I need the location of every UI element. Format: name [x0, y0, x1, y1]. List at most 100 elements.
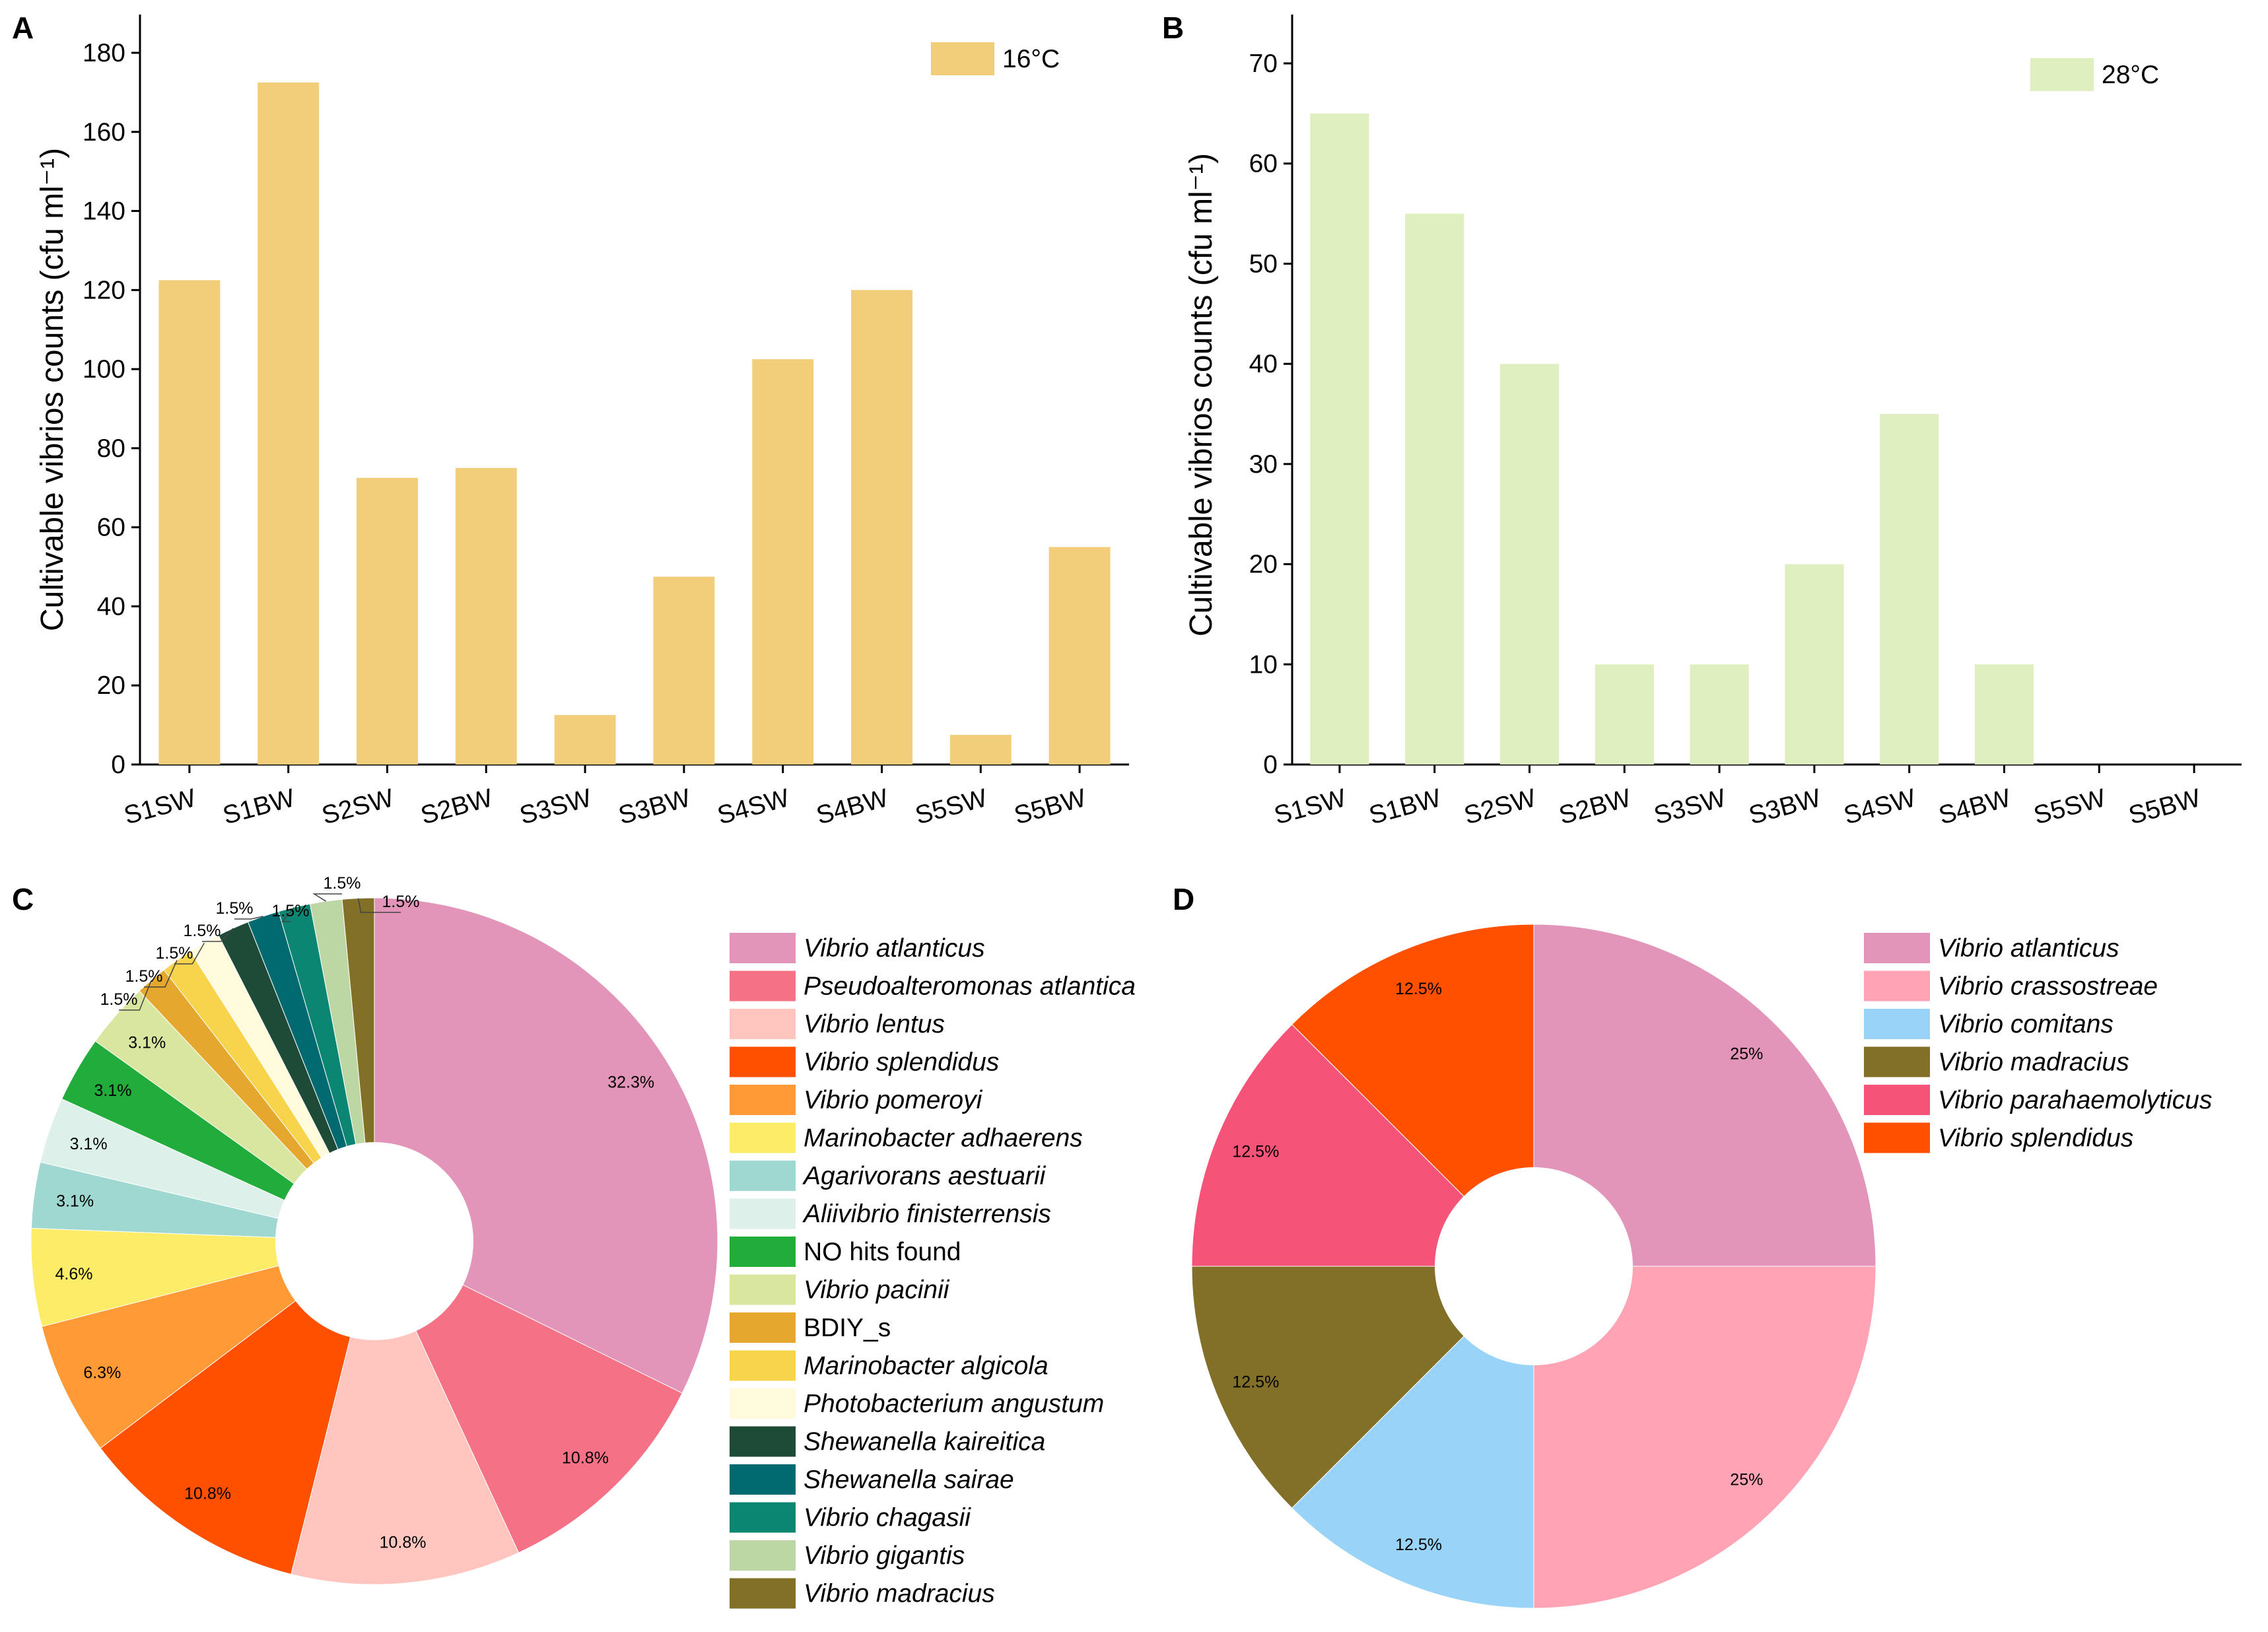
legend-swatch: [931, 42, 994, 75]
leader-line: [234, 916, 263, 920]
y-tick-label: 60: [97, 514, 125, 542]
legend-label: Vibrio comitans: [1938, 1010, 2113, 1038]
bar-s3sw: [1690, 664, 1749, 765]
legend-swatch: [730, 1085, 796, 1115]
panel-letter-d: D: [1173, 882, 1194, 916]
bar-s2bw: [1595, 664, 1654, 765]
donut-chart-c: 32.3% 10.8% 10.8% 10.8% 6.3% 4.6% 3.1% 3.1% 3.1%…: [30, 874, 1136, 1609]
legend-label: Vibrio chagasii: [804, 1504, 971, 1532]
legend-swatch: [2030, 58, 2094, 91]
legend-label: Agarivorans aestuarii: [802, 1162, 1047, 1190]
y-tick-label: 60: [1249, 150, 1278, 178]
leader-line: [281, 906, 295, 922]
legend-label: Vibrio splendidus: [804, 1048, 999, 1077]
legend-label: Vibrio gigantis: [804, 1542, 965, 1570]
legend-swatch: [730, 1046, 796, 1077]
y-tick-label: 160: [83, 118, 125, 147]
slice-vibrio-atlanticus: [1533, 924, 1876, 1267]
slice-vibrio-crassostreae: [1533, 1266, 1876, 1609]
legend-swatch: [1864, 933, 1930, 963]
category-label: S3BW: [615, 784, 693, 830]
slice-percent-label: 3.1%: [70, 1135, 108, 1153]
bar-s5bw: [1048, 547, 1111, 765]
legend-swatch: [730, 1540, 796, 1571]
legend-label: 16°C: [1002, 45, 1060, 73]
legend-label: Vibrio madracius: [1938, 1048, 2129, 1077]
legend-label: Photobacterium angustum: [804, 1390, 1104, 1418]
category-label: S2BW: [418, 784, 496, 830]
y-tick-label: 30: [1249, 450, 1278, 479]
slice-percent-label: 12.5%: [1232, 1143, 1279, 1161]
bar-s3bw: [1785, 564, 1844, 765]
legend-swatch: [730, 1312, 796, 1343]
legend-swatch: [730, 1274, 796, 1305]
donut-hole: [275, 1142, 473, 1340]
legend-swatch: [1864, 1046, 1930, 1077]
leader-line: [312, 893, 342, 902]
slice-vibrio-madracius: [1191, 1266, 1535, 1509]
y-tick-label: 70: [1249, 50, 1278, 78]
donut-chart-d: 25% 25% 12.5% 12.5% 12.5% 12.5% Vibrio atlanti…: [1191, 924, 2213, 1609]
category-label: S1SW: [121, 784, 199, 830]
legend-label: 28°C: [2102, 61, 2159, 89]
slice-percent-label: 1.5%: [324, 874, 361, 893]
slice-percent-label: 12.5%: [1395, 1536, 1442, 1554]
category-label: S3BW: [1746, 784, 1824, 830]
leader-line: [174, 942, 205, 965]
slice-percent-label: 12.5%: [1232, 1373, 1279, 1391]
legend-label: Marinobacter adhaerens: [804, 1124, 1083, 1153]
slice-percent-label: 3.1%: [94, 1081, 131, 1100]
slice-percent-label: 3.1%: [128, 1033, 166, 1052]
y-tick-label: 100: [83, 355, 125, 384]
category-label: S5SW: [912, 784, 990, 830]
panel-letter-b: B: [1162, 11, 1184, 45]
slice-percent-label: 32.3%: [607, 1073, 654, 1091]
slice-vibrio-splendidus: [100, 1240, 375, 1575]
legend-label: NO hits found: [804, 1238, 961, 1266]
legend-swatch: [730, 1009, 796, 1039]
legend-label: Aliivibrio finisterrensis: [802, 1200, 1051, 1229]
legend-swatch: [730, 1237, 796, 1267]
panel-letter-a: A: [12, 11, 34, 45]
legend-label: Vibrio atlanticus: [804, 934, 985, 963]
legend-swatch: [1864, 1122, 1930, 1153]
legend-swatch: [730, 1464, 796, 1495]
leader-line: [357, 898, 401, 913]
y-tick-label: 180: [83, 39, 125, 67]
bar-chart-a: 0 20 40 60 80 100 120 140 160 180 S1SW S1BW S2SW S2BW…: [35, 15, 1129, 830]
legend-label: Shewanella kaireitica: [804, 1428, 1045, 1456]
y-tick-label: 20: [97, 671, 125, 700]
bar-s1sw: [158, 280, 221, 765]
legend-swatch: [730, 1198, 796, 1229]
legend-swatch: [1864, 1085, 1930, 1115]
y-tick-label: 50: [1249, 250, 1278, 278]
y-tick-label: 140: [83, 197, 125, 226]
category-label: S4SW: [714, 784, 792, 830]
category-label: S1SW: [1271, 784, 1349, 830]
slice-pseudoalteromonas-atlantica: [373, 1240, 683, 1553]
category-label: S4BW: [1936, 784, 2014, 830]
bar-s1bw: [258, 82, 320, 765]
slice-percent-label: 1.5%: [156, 944, 193, 963]
slice-percent-label: 1.5%: [272, 902, 310, 920]
bar-chart-b: 0 10 20 30 40 50 60 70 S1SW S1BW S2SW S2BW S3SW S3BW S…: [1184, 15, 2242, 830]
slice-vibrio-splendidus: [1291, 924, 1534, 1268]
slice-percent-label: 6.3%: [83, 1364, 121, 1382]
category-label: S2SW: [319, 784, 397, 830]
y-tick-label: 40: [97, 592, 125, 621]
slice-percent-label: 1.5%: [382, 893, 420, 911]
bar-s2bw: [455, 467, 517, 765]
legend-label: Vibrio atlanticus: [1938, 934, 2119, 963]
category-label: S3SW: [517, 784, 595, 830]
legend-label: Pseudoalteromonas atlantica: [804, 972, 1136, 1001]
leader-line: [144, 960, 178, 988]
category-label: S5BW: [1012, 784, 1089, 830]
y-tick-label: 0: [1263, 751, 1278, 779]
legend-swatch: [730, 1161, 796, 1191]
y-tick-label: 40: [1249, 350, 1278, 378]
legend-label: BDIY_s: [804, 1314, 891, 1342]
bar-s2sw: [357, 477, 418, 765]
legend-label: Shewanella sairae: [804, 1466, 1014, 1494]
bar-s4sw: [1880, 414, 1939, 765]
legend-swatch: [730, 1578, 796, 1609]
